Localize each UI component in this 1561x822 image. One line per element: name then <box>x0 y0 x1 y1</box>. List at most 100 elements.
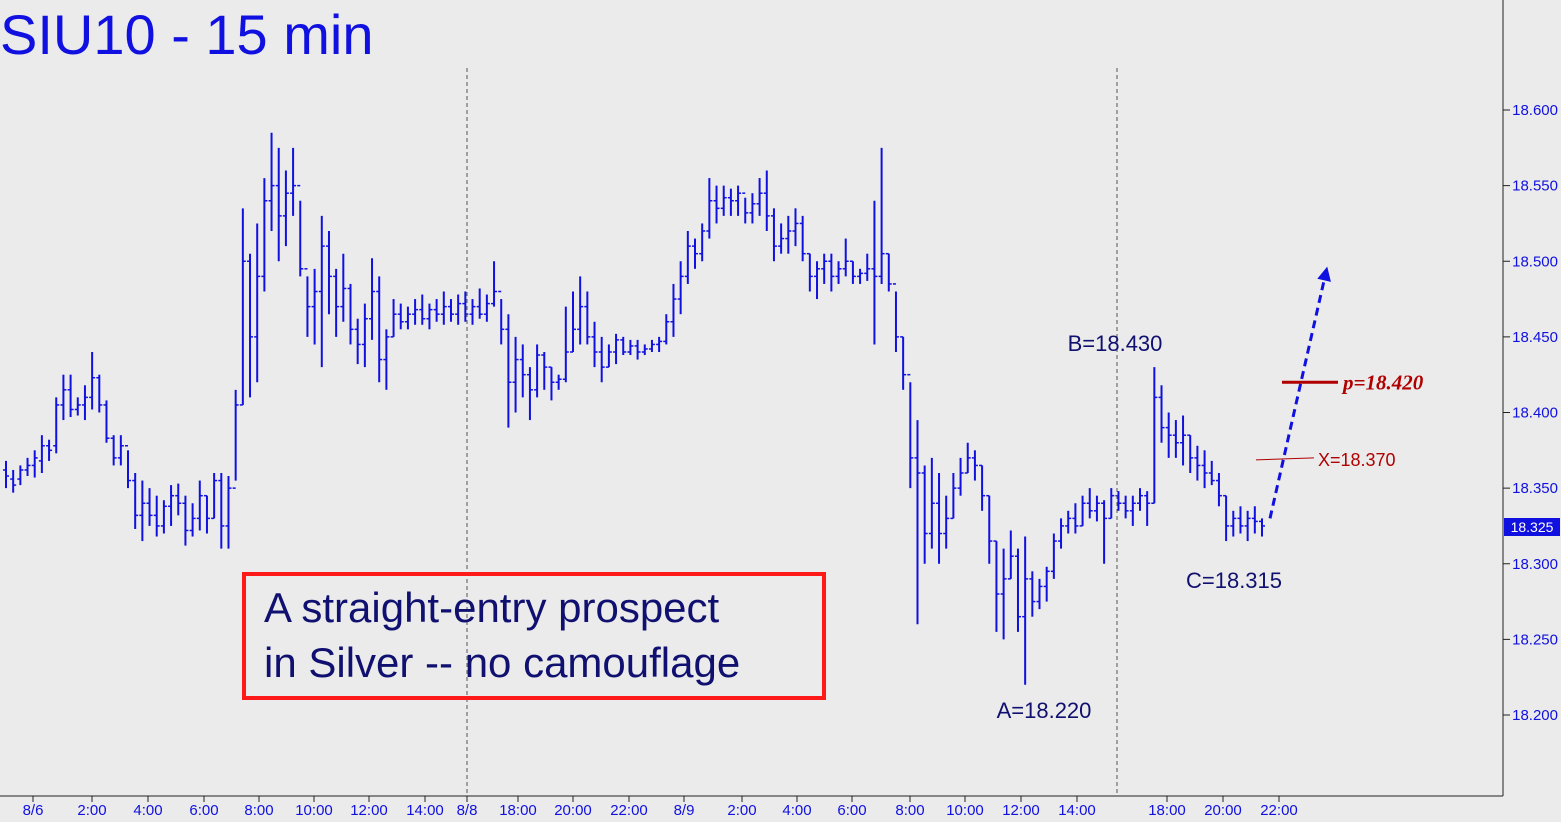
x-tick-label: 22:00 <box>610 802 648 819</box>
ohlc-bar <box>993 540 1000 632</box>
label-c: C=18.315 <box>1186 568 1282 593</box>
y-tick-label: 18.550 <box>1512 178 1558 195</box>
ohlc-bar <box>814 261 821 300</box>
ohlc-bar <box>412 299 419 325</box>
ohlc-bar <box>569 291 576 353</box>
y-tick-label: 18.200 <box>1512 707 1558 724</box>
ohlc-bar <box>175 483 182 516</box>
ohlc-bar <box>950 473 957 520</box>
ohlc-bar <box>397 303 404 330</box>
ohlc-bar <box>756 178 763 216</box>
ohlc-bar <box>864 253 871 281</box>
ohlc-bar <box>900 336 907 390</box>
ohlc-bar <box>692 238 699 269</box>
ohlc-bar <box>189 503 196 537</box>
ohlc-bar <box>1072 503 1079 534</box>
ohlc-bar <box>340 253 347 322</box>
ohlc-bar <box>10 469 17 493</box>
ohlc-bar <box>584 291 591 345</box>
ohlc-bar <box>1144 491 1151 526</box>
ohlc-bar <box>318 215 325 368</box>
ohlc-bar <box>426 303 433 330</box>
ohlc-bar <box>1136 488 1143 511</box>
ohlc-bar <box>1129 495 1136 526</box>
callout: A straight-entry prospect in Silver -- n… <box>242 572 826 700</box>
ohlc-bar <box>333 268 340 337</box>
ohlc-bar <box>203 494 210 534</box>
target-arrow-head <box>1317 266 1331 282</box>
ohlc-bar <box>519 344 526 398</box>
price-bars <box>3 132 1265 685</box>
x-tick-label: 6:00 <box>189 802 218 819</box>
ohlc-bar <box>1180 415 1187 466</box>
ohlc-bar <box>433 299 440 322</box>
ohlc-bar <box>1050 533 1057 579</box>
ohlc-bar <box>404 306 411 330</box>
ohlc-bar <box>455 294 462 325</box>
x-tick-label: 4:00 <box>133 802 162 819</box>
ohlc-bar <box>290 147 297 216</box>
ohlc-bar <box>1000 548 1007 640</box>
ohlc-bar <box>1108 488 1115 520</box>
ohlc-bar <box>885 252 892 292</box>
last-price-label: 18.325 <box>1511 519 1554 535</box>
ohlc-bar <box>268 132 275 231</box>
y-tick-label: 18.300 <box>1512 556 1558 573</box>
ohlc-bar <box>132 473 139 529</box>
ohlc-bar <box>361 303 368 368</box>
ohlc-bar <box>713 185 720 224</box>
x-tick-label: 8:00 <box>895 802 924 819</box>
ohlc-bar <box>1086 488 1093 519</box>
x-tick-label: 8/6 <box>23 802 44 819</box>
ohlc-bar <box>146 488 153 526</box>
y-tick-label: 18.450 <box>1512 329 1558 346</box>
ohlc-bar <box>1223 494 1230 542</box>
ohlc-bar <box>1194 445 1201 481</box>
ohlc-bar <box>96 374 103 413</box>
ohlc-bar <box>591 321 598 368</box>
callout-line-1: A straight-entry prospect <box>264 584 720 631</box>
ohlc-bar <box>232 389 239 489</box>
ohlc-bar <box>892 283 899 352</box>
ohlc-bar <box>311 268 318 345</box>
callout-box <box>242 572 826 700</box>
x-tick-label: 8:00 <box>244 802 273 819</box>
ohlc-bar <box>46 439 53 461</box>
ohlc-bar <box>483 294 490 322</box>
ohlc-bar <box>512 336 519 413</box>
ohlc-bar <box>125 445 132 489</box>
target-x-line <box>1255 457 1315 461</box>
x-axis: 8/6 2:00 4:00 6:00 8:00 10:00 12:00 14:00 8/8 18:… <box>23 796 1298 819</box>
ohlc-bar <box>605 344 612 368</box>
ohlc-bar <box>1208 460 1215 486</box>
ohlc-bar <box>648 339 655 352</box>
x-tick-label: 18:00 <box>499 802 537 819</box>
ohlc-bar <box>598 336 605 383</box>
ohlc-bar <box>103 400 110 443</box>
ohlc-bar <box>641 344 648 356</box>
ohlc-bar <box>620 336 627 356</box>
x-tick-label: 20:00 <box>1204 802 1242 819</box>
x-tick-label: 8/9 <box>674 802 695 819</box>
ohlc-bar <box>440 291 447 325</box>
ohlc-bar <box>577 276 584 345</box>
ohlc-bar <box>60 374 67 421</box>
last-price-box <box>1504 518 1560 536</box>
ohlc-bar <box>828 253 835 292</box>
x-tick-label: 18:00 <box>1148 802 1186 819</box>
ohlc-bar <box>282 170 289 247</box>
ohlc-bar <box>239 208 246 406</box>
ohlc-bar <box>81 385 88 421</box>
ohlc-bar <box>742 192 749 224</box>
x-tick-label: 22:00 <box>1260 802 1298 819</box>
ohlc-bar <box>447 299 454 322</box>
ohlc-bar <box>799 215 806 262</box>
ohlc-bar <box>304 268 311 337</box>
ohlc-bar <box>914 420 921 625</box>
ohlc-bar <box>1101 500 1108 564</box>
ohlc-bar <box>110 435 117 466</box>
ohlc-bar <box>763 170 770 231</box>
ohlc-bar <box>247 253 254 398</box>
ohlc-bar <box>555 374 562 390</box>
